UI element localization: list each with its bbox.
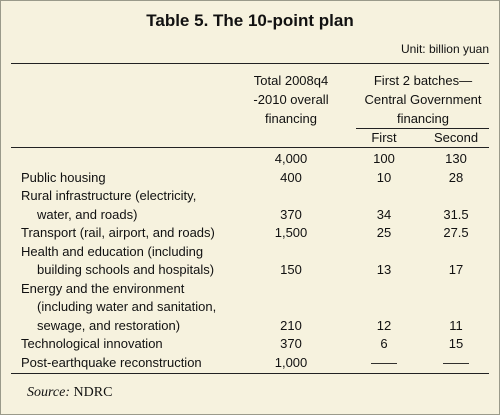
- row-label: Post-earthquake reconstruction: [21, 354, 202, 370]
- row-label: Health and education (including: [21, 243, 204, 259]
- cell: 1,000: [274, 354, 308, 370]
- source: NDRC: [73, 385, 113, 400]
- sub-header: First: [371, 130, 397, 145]
- cell: 11: [449, 317, 463, 333]
- unit: Unit: billion yuan: [400, 42, 489, 56]
- row-label: (including water and sanitation,: [37, 299, 217, 314]
- cell: 4,000: [274, 151, 308, 166]
- cell: 27.5: [443, 225, 469, 240]
- row-label: Rural infrastructure (electricity,: [21, 188, 197, 203]
- rule: [356, 128, 489, 129]
- cell: 370: [280, 206, 302, 222]
- cell: 1,500: [274, 225, 308, 240]
- cell: 15: [448, 336, 464, 351]
- source-label: Source:: [27, 385, 71, 400]
- rule: [11, 147, 489, 148]
- cell: 210: [280, 317, 302, 333]
- rule: [11, 63, 489, 64]
- cell: 17: [448, 262, 464, 277]
- row-label: Technological innovation: [21, 336, 163, 351]
- row-label: water, and roads): [37, 206, 138, 222]
- cell: 6: [380, 336, 388, 351]
- cell: 31.5: [443, 206, 469, 222]
- column-header: Total 2008q4: [253, 73, 329, 88]
- cell: 130: [445, 151, 467, 166]
- row-label: Public housing: [21, 169, 106, 185]
- cell: 10: [376, 169, 392, 185]
- column-header: Central Government: [364, 92, 482, 107]
- cell: ——: [443, 354, 469, 370]
- cell: 25: [376, 225, 392, 240]
- sub-header: Second: [433, 130, 479, 145]
- row-label: sewage, and restoration): [37, 317, 181, 333]
- title: Table 5. The 10-point plan: [146, 11, 354, 30]
- cell: ——: [371, 354, 397, 370]
- cell: 13: [376, 262, 392, 277]
- cell: 28: [448, 169, 464, 185]
- cell: 34: [376, 206, 392, 222]
- rule: [11, 373, 489, 374]
- column-header: -2010 overall: [253, 92, 329, 107]
- column-header: financing: [264, 111, 318, 126]
- source-note: Source: NDRC: [27, 385, 112, 401]
- cell: 400: [280, 169, 302, 185]
- cell: 150: [280, 262, 302, 277]
- column-header: First 2 batches—: [373, 73, 473, 88]
- row-label: Energy and the environment: [21, 280, 185, 296]
- cell: 100: [373, 151, 395, 166]
- cell: 370: [280, 336, 302, 351]
- row-label: Transport (rail, airport, and roads): [21, 225, 215, 240]
- column-header: financing: [396, 111, 450, 126]
- cell: 12: [376, 317, 392, 333]
- row-label: building schools and hospitals): [37, 262, 215, 277]
